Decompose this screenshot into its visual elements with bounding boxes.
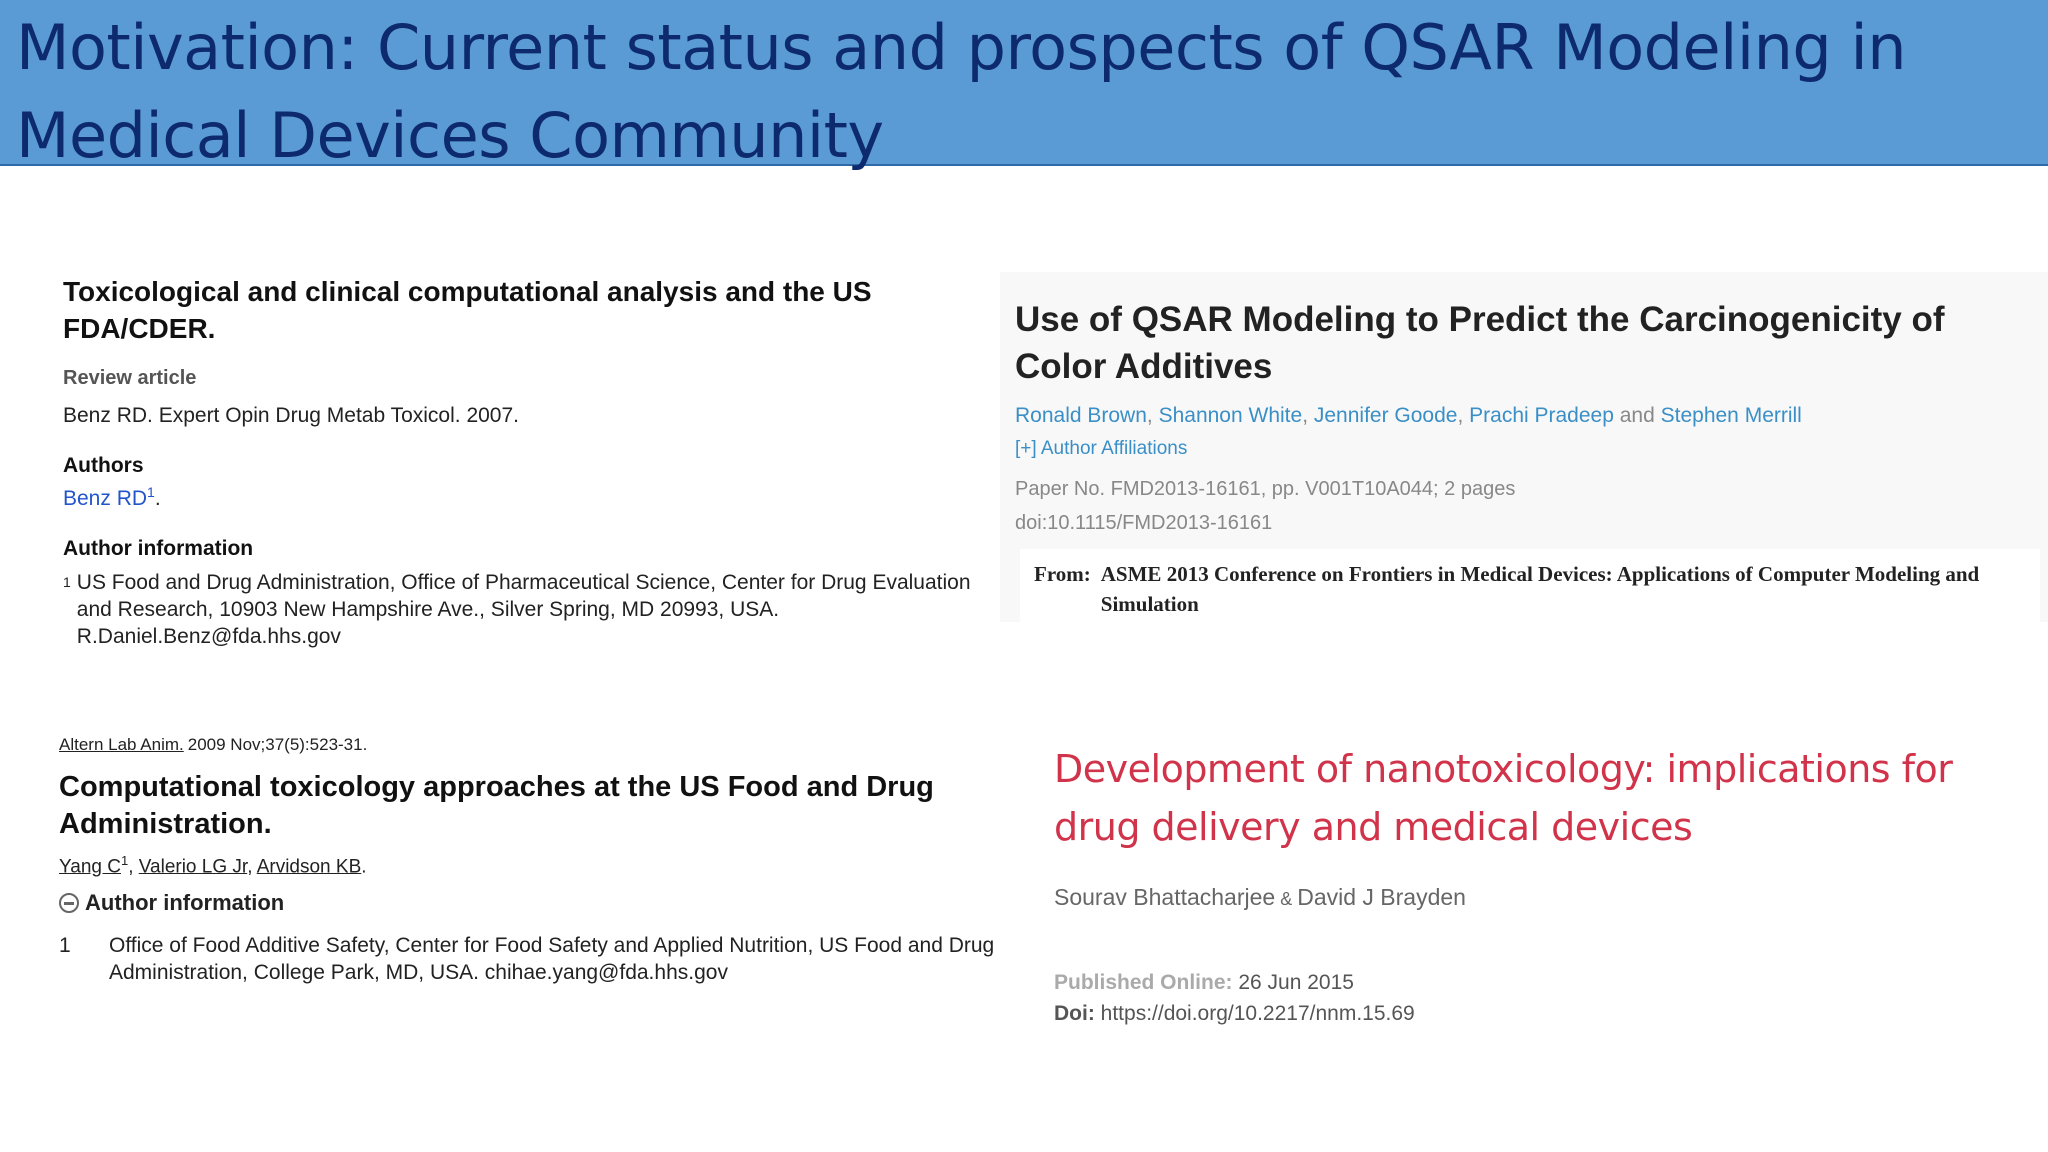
article-qsar-carcinogenicity: Use of QSAR Modeling to Predict the Carc… [1000, 272, 2048, 629]
author-link-benz[interactable]: Benz RD [63, 487, 148, 510]
affiliation-text: Office of Food Additive Safety, Center f… [109, 934, 995, 985]
author-link[interactable]: Ronald Brown [1015, 404, 1147, 427]
published-label: Published Online: [1054, 971, 1233, 994]
affiliation-number: 1 [63, 574, 71, 590]
article-type: Review article [63, 367, 197, 389]
author-list: Yang C1, Valerio LG Jr, Arvidson KB. [59, 853, 996, 878]
author-suffix: . [154, 487, 161, 510]
publication-meta: Published Online: 26 Jun 2015 Doi: https… [1054, 967, 2034, 1029]
from-label: From: [1034, 562, 1091, 586]
author-separator: , [247, 856, 257, 878]
author-affiliations-link[interactable]: [+] Author Affiliations [1015, 438, 1188, 459]
article-citation: Benz RD. Expert Opin Drug Metab Toxicol.… [63, 404, 520, 427]
author-link[interactable]: Valerio LG Jr [138, 856, 248, 878]
paper-doi: doi:10.1115/FMD2013-16161 [1015, 512, 1273, 534]
author-list: Ronald Brown, Shannon White, Jennifer Go… [1015, 404, 2048, 428]
published-date: 26 Jun 2015 [1232, 971, 1354, 994]
author-link[interactable]: Arvidson KB [256, 856, 362, 878]
author-separator: and [1613, 404, 1661, 427]
conference-name: ASME 2013 Conference on Frontiers in Med… [1100, 562, 1980, 616]
author-separator: , [1457, 404, 1470, 427]
article-title: Computational toxicology approaches at t… [59, 771, 934, 840]
doi-label: Doi: [1054, 1002, 1095, 1025]
article-title: Toxicological and clinical computational… [63, 276, 872, 344]
author-list: Benz RD1. [63, 484, 996, 511]
author-link[interactable]: Prachi Pradeep [1469, 404, 1614, 427]
slide-header: Motivation: Current status and prospects… [0, 0, 2048, 172]
article-title: Development of nanotoxicology: implicati… [1054, 747, 1953, 849]
author-affiliation: 1 US Food and Drug Administration, Offic… [63, 569, 996, 650]
slide-title: Motivation: Current status and prospects… [16, 11, 1907, 172]
affiliation-number: 1 [59, 934, 71, 958]
published-online: Published Online: 26 Jun 2015 [1054, 967, 2034, 998]
paper-meta: Paper No. FMD2013-16161, pp. V001T10A044… [1015, 472, 2048, 540]
article-nanotoxicology: Development of nanotoxicology: implicati… [1054, 740, 2034, 1029]
paper-number: Paper No. FMD2013-16161, pp. V001T10A044… [1015, 478, 1516, 500]
author-separator: & [1275, 889, 1298, 909]
article-computational-toxicology: Altern Lab Anim. 2009 Nov;37(5):523-31. C… [56, 735, 996, 986]
author-sup: 1 [147, 484, 155, 500]
author-list: Sourav Bhattacharjee & David J Brayden [1054, 884, 2034, 911]
author-information-heading: Author information [63, 537, 254, 560]
author-sup: 1 [120, 853, 129, 868]
affiliation-text: US Food and Drug Administration, Office … [76, 571, 971, 648]
author-separator: , [1302, 404, 1314, 427]
journal-link[interactable]: Altern Lab Anim. [59, 735, 184, 754]
article-toxicological-clinical: Toxicological and clinical computational… [56, 268, 996, 650]
doi-line: Doi: https://doi.org/10.2217/nnm.15.69 [1054, 998, 2034, 1029]
author-name[interactable]: Sourav Bhattacharjee [1054, 884, 1276, 910]
author-name[interactable]: David J Brayden [1297, 884, 1466, 910]
collapse-minus-icon[interactable] [59, 893, 79, 914]
author-information-toggle[interactable]: Author information [59, 890, 996, 916]
author-link[interactable]: Shannon White [1158, 404, 1303, 427]
author-suffix: . [361, 856, 367, 878]
journal-citation: Altern Lab Anim. 2009 Nov;37(5):523-31. [59, 735, 996, 755]
author-separator: , [1146, 404, 1159, 427]
author-link[interactable]: Yang C [59, 856, 121, 878]
doi-link[interactable]: https://doi.org/10.2217/nnm.15.69 [1094, 1002, 1415, 1025]
author-link[interactable]: Stephen Merrill [1660, 404, 1802, 427]
author-information-heading: Author information [85, 890, 285, 916]
author-affiliation: 1 Office of Food Additive Safety, Center… [59, 932, 996, 986]
journal-date: 2009 Nov;37(5):523-31. [187, 735, 368, 754]
conference-source: From: ASME 2013 Conference on Frontiers … [1020, 549, 2040, 629]
author-link[interactable]: Jennifer Goode [1313, 404, 1458, 427]
author-separator: , [128, 856, 139, 878]
authors-heading: Authors [63, 454, 144, 477]
article-title: Use of QSAR Modeling to Predict the Carc… [1015, 300, 1945, 386]
